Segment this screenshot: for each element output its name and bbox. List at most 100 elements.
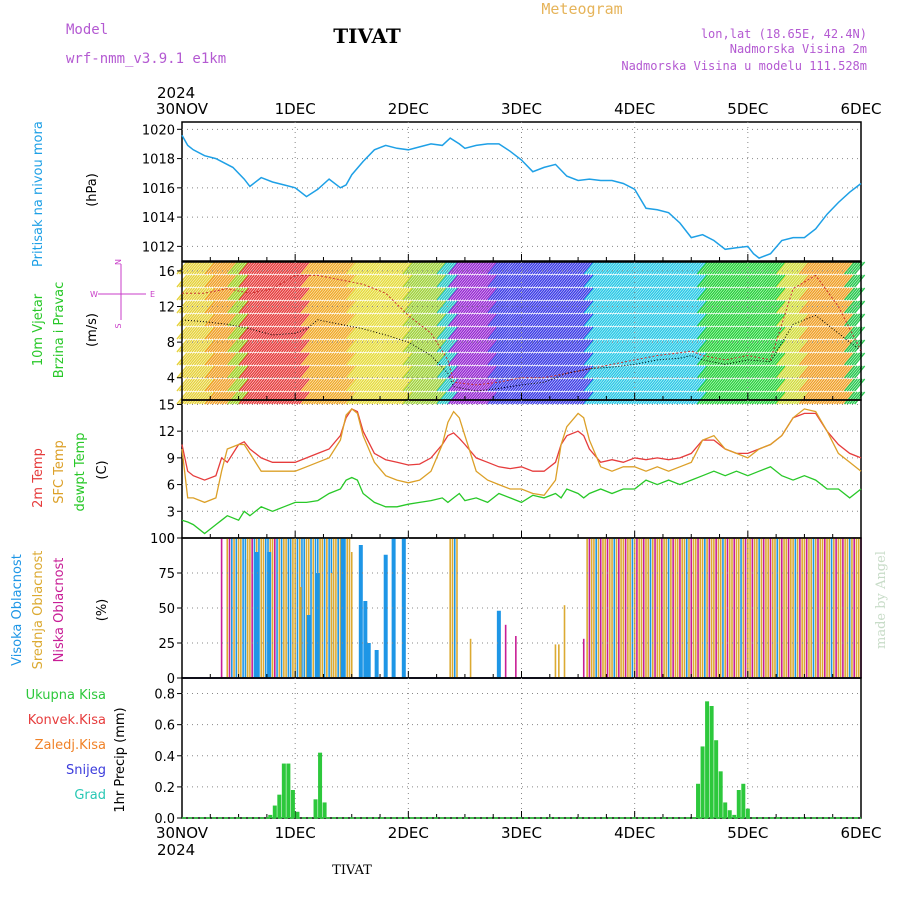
wind-arrow bbox=[706, 391, 719, 405]
wind-arrow bbox=[598, 391, 610, 405]
wind-arrow bbox=[515, 352, 527, 366]
wind-arrow bbox=[813, 261, 825, 275]
wind-arrow bbox=[417, 326, 429, 340]
wind-arrow bbox=[778, 326, 790, 340]
compass-icon: N S W E bbox=[90, 259, 155, 329]
wind-arrow bbox=[559, 378, 571, 392]
wind-arrow bbox=[512, 326, 524, 340]
wind-arrow bbox=[596, 261, 608, 275]
wind-arrow bbox=[539, 287, 552, 301]
wind-arrow bbox=[373, 274, 385, 288]
wind-arrow bbox=[237, 365, 249, 379]
wind-arrow bbox=[393, 274, 405, 288]
wind-arrow bbox=[591, 300, 603, 314]
wind-arrow bbox=[193, 313, 205, 327]
wind-arrow bbox=[764, 326, 776, 340]
wind-arrow bbox=[776, 313, 788, 327]
wind-arrow bbox=[281, 313, 293, 327]
wind-arrow bbox=[534, 391, 547, 405]
wind-arrow bbox=[351, 326, 363, 340]
wind-arrow bbox=[828, 261, 840, 275]
wind-arrow bbox=[744, 365, 756, 379]
wind-arrow bbox=[706, 274, 719, 288]
wind-arrow bbox=[405, 352, 417, 366]
wind-arrow bbox=[378, 300, 390, 314]
wind-arrow bbox=[646, 352, 658, 366]
wind-arrow bbox=[841, 365, 853, 379]
wind-arrow bbox=[544, 287, 557, 301]
wind-arrow bbox=[631, 391, 643, 405]
wind-arrow bbox=[678, 313, 690, 327]
wind-arrow bbox=[693, 326, 705, 340]
wind-arrow bbox=[833, 287, 845, 301]
wind-arrow bbox=[232, 287, 244, 301]
wind-arrow bbox=[811, 326, 823, 340]
wind-arrow bbox=[769, 391, 781, 405]
wind-arrow bbox=[724, 378, 736, 392]
wind-arrow bbox=[697, 352, 709, 366]
wind-ytick-label: 4 bbox=[167, 372, 175, 387]
wind-arrow bbox=[305, 365, 318, 379]
wind-arrow bbox=[593, 378, 605, 392]
wind-arrow bbox=[756, 339, 768, 353]
wind-arrow bbox=[303, 313, 315, 327]
wind-arrow bbox=[574, 391, 586, 405]
wind-arrow bbox=[586, 287, 598, 301]
wind-arrow bbox=[227, 339, 239, 353]
wind-arrow bbox=[593, 391, 605, 405]
wind-arrow bbox=[448, 391, 460, 405]
wind-arrow bbox=[606, 261, 618, 275]
wind-arrow bbox=[232, 313, 244, 327]
wind-arrow bbox=[330, 352, 342, 366]
wind-arrow bbox=[744, 391, 756, 405]
wind-arrow bbox=[759, 261, 771, 275]
wind-arrow bbox=[298, 300, 310, 314]
wind-arrow bbox=[477, 339, 490, 353]
wind-arrow bbox=[788, 313, 800, 327]
wind-arrow bbox=[734, 287, 746, 301]
wind-arrow bbox=[227, 261, 239, 275]
wind-arrow bbox=[246, 300, 258, 314]
wind-arrow bbox=[261, 261, 273, 275]
wind-arrow bbox=[798, 300, 810, 314]
wind-arrow bbox=[520, 300, 532, 314]
wind-arrow bbox=[500, 339, 512, 353]
wind-arrow bbox=[567, 326, 579, 340]
wind-arrow bbox=[527, 274, 539, 288]
wind-arrow bbox=[818, 391, 830, 405]
precip-ytick-label: 0.6 bbox=[154, 719, 175, 734]
wind-arrow bbox=[465, 313, 477, 327]
wind-arrow bbox=[492, 352, 504, 366]
wind-arrow bbox=[427, 352, 439, 366]
wind-arrow bbox=[517, 365, 529, 379]
wind-arrow bbox=[361, 274, 373, 288]
wind-arrow bbox=[295, 365, 308, 379]
wind-arrow bbox=[826, 365, 838, 379]
wind-arrow bbox=[217, 339, 229, 353]
wind-arrow bbox=[588, 287, 600, 301]
wind-arrow bbox=[532, 365, 544, 379]
wind-arrow bbox=[598, 313, 610, 327]
wind-arrow bbox=[680, 365, 693, 379]
wind-arrow bbox=[330, 378, 342, 392]
wind-arrow bbox=[198, 261, 210, 275]
wind-arrow bbox=[295, 391, 308, 405]
wind-arrow bbox=[844, 300, 856, 314]
wind-arrow bbox=[251, 339, 263, 353]
wind-arrow bbox=[678, 365, 690, 379]
wind-arrow bbox=[739, 287, 751, 301]
wind-arrow bbox=[315, 287, 327, 301]
wind-arrow bbox=[376, 274, 388, 288]
wind-arrow bbox=[465, 287, 477, 301]
wind-arrow bbox=[330, 326, 342, 340]
precip-bar bbox=[732, 814, 737, 818]
wind-arrow bbox=[415, 287, 427, 301]
wind-arrow bbox=[388, 313, 400, 327]
wind-arrow bbox=[542, 352, 554, 366]
wind-arrow bbox=[577, 274, 589, 288]
wind-arrow bbox=[813, 326, 825, 340]
wind-arrow bbox=[470, 274, 482, 288]
wind-arrow bbox=[821, 352, 833, 366]
wind-arrow bbox=[507, 365, 519, 379]
